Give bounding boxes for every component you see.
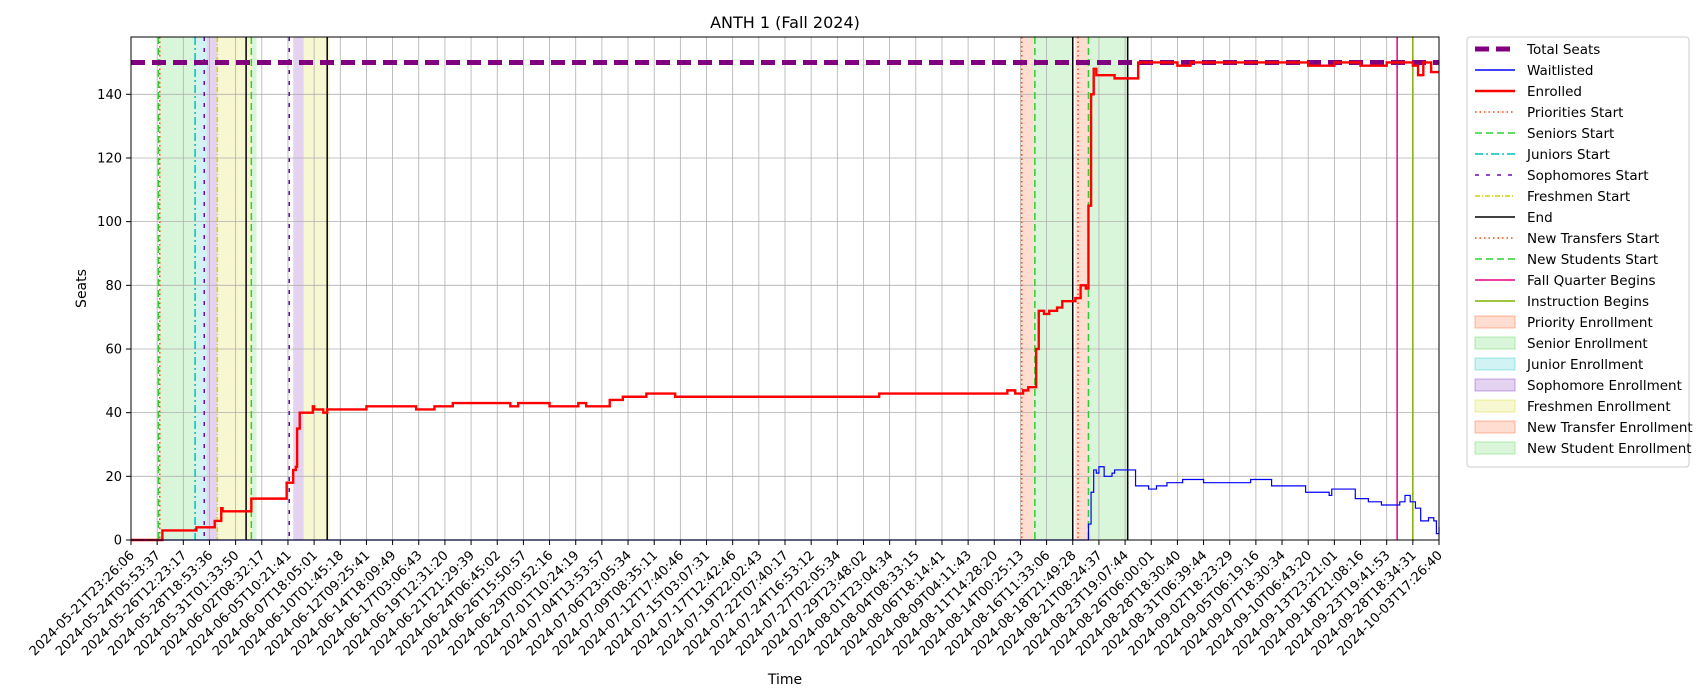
legend-label-sophomore-enrollment: Sophomore Enrollment — [1527, 378, 1682, 394]
period-senior-enrollment — [159, 37, 197, 540]
period-senior-enrollment-2 — [251, 37, 257, 540]
y-tick-label-40: 40 — [105, 406, 122, 421]
x-axis: 2024-05-21T23:26:062024-05-24T05:53:3720… — [27, 540, 1446, 659]
chart-title: ANTH 1 (Fall 2024) — [710, 13, 860, 32]
series-layer — [131, 61, 1440, 542]
legend: Total Seats Waitlisted Enrolled Priorities … — [1466, 36, 1693, 468]
event-markers — [157, 37, 1414, 540]
y-tick-label-20: 20 — [105, 470, 122, 485]
y-tick-label-100: 100 — [97, 215, 122, 230]
period-new-student-enrollment — [1033, 37, 1073, 540]
legend-label-end: End — [1527, 210, 1553, 226]
period-sophomore-enrollment-2 — [293, 37, 304, 540]
legend-label-total-seats: Total Seats — [1526, 42, 1600, 58]
legend-label-sophomores-start: Sophomores Start — [1527, 168, 1649, 184]
x-axis-title: Time — [767, 672, 802, 688]
legend-label-new-transfers-start: New Transfers Start — [1527, 231, 1659, 247]
legend-label-priorities-start: Priorities Start — [1527, 105, 1623, 121]
legend-swatch-senior-enrollment — [1474, 336, 1516, 350]
legend-label-junior-enrollment: Junior Enrollment — [1526, 357, 1643, 373]
legend-swatch-new-student-enrollment — [1474, 441, 1516, 455]
legend-label-juniors-start: Juniors Start — [1526, 147, 1610, 163]
legend-label-priority-enrollment: Priority Enrollment — [1527, 315, 1653, 331]
legend-label-freshmen-start: Freshmen Start — [1527, 189, 1630, 205]
legend-label-seniors-start: Seniors Start — [1527, 126, 1614, 142]
legend-swatch-new-transfer-enrollment — [1474, 420, 1516, 434]
legend-label-instruction-begins: Instruction Begins — [1527, 294, 1649, 310]
legend-box — [1466, 36, 1690, 468]
legend-label-freshmen-enrollment: Freshmen Enrollment — [1527, 399, 1671, 415]
period-freshman-enrollment-2 — [303, 37, 330, 540]
y-tick-label-80: 80 — [105, 279, 122, 294]
legend-label-enrolled: Enrolled — [1527, 84, 1582, 100]
period-new-student-enrollment-2 — [1088, 37, 1128, 540]
period-junior-enrollment — [196, 37, 207, 540]
y-axis: 0 20 40 60 80 100 120 140 — [97, 88, 131, 549]
y-tick-label-120: 120 — [97, 151, 122, 166]
y-tick-label-140: 140 — [97, 88, 122, 103]
y-tick-label-0: 0 — [114, 534, 122, 549]
legend-swatch-freshmen-enrollment — [1474, 399, 1516, 413]
period-sophomore-enrollment — [206, 37, 218, 540]
legend-label-new-students-start: New Students Start — [1527, 252, 1658, 268]
legend-label-senior-enrollment: Senior Enrollment — [1527, 336, 1648, 352]
legend-label-fall-quarter-begins: Fall Quarter Begins — [1527, 273, 1656, 289]
series-waitlisted-line — [131, 466, 1440, 541]
legend-swatch-priority-enrollment — [1474, 315, 1516, 329]
legend-label-new-transfer-enrollment: New Transfer Enrollment — [1527, 420, 1693, 436]
series-enrolled-line — [131, 61, 1439, 542]
period-new-transfer-enrollment — [1020, 37, 1034, 540]
legend-swatch-sophomore-enrollment — [1474, 378, 1516, 392]
y-tick-label-60: 60 — [105, 342, 122, 357]
enrollment-periods — [159, 37, 1128, 540]
y-axis-title: Seats — [74, 269, 90, 308]
legend-label-new-student-enrollment: New Student Enrollment — [1527, 441, 1692, 457]
legend-swatch-junior-enrollment — [1474, 357, 1516, 371]
legend-label-waitlisted: Waitlisted — [1527, 63, 1594, 79]
period-new-transfer-enrollment-2 — [1075, 37, 1089, 540]
grid — [130, 37, 1440, 541]
